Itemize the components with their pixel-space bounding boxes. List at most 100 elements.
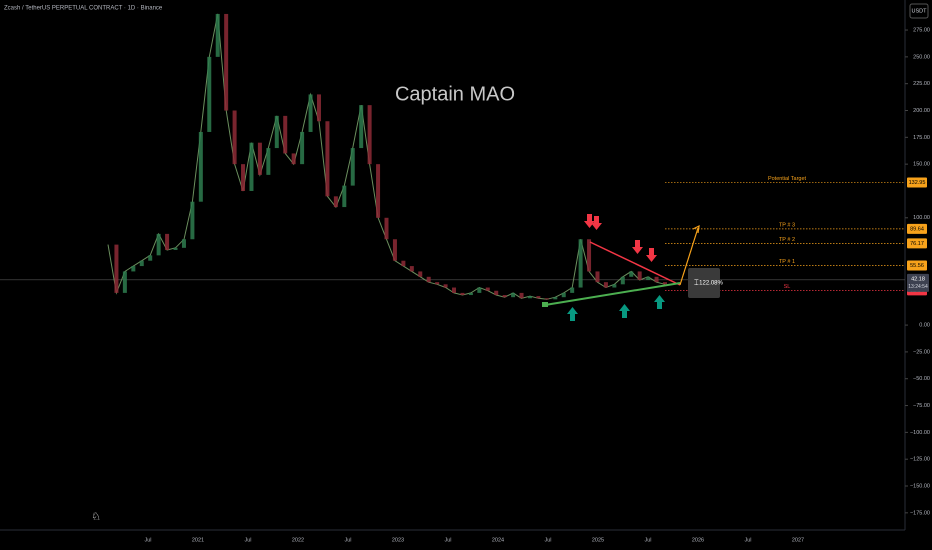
last-price-tag	[907, 273, 929, 292]
logo: ♘	[91, 511, 101, 523]
candle	[232, 110, 237, 165]
x-tick-label: 2024	[492, 537, 504, 543]
candle	[224, 13, 229, 111]
candle	[477, 287, 482, 293]
x-tick-label: 2021	[192, 537, 204, 543]
candle	[511, 292, 516, 298]
candle	[527, 296, 532, 299]
candle	[350, 148, 355, 186]
currency-box[interactable]	[909, 3, 929, 19]
x-tick-label: Jul	[244, 537, 251, 543]
candle	[426, 276, 431, 283]
x-tick-label: Jul	[544, 537, 551, 543]
up-arrow	[567, 307, 578, 321]
price-tag-label: 89.64	[910, 226, 924, 232]
plot: 275.00 250.00 225.00 200.00 175.00 150.00 100.…	[0, 13, 930, 543]
price-tag	[907, 177, 927, 188]
candle	[122, 271, 127, 293]
candle	[578, 239, 583, 288]
candle	[637, 271, 642, 281]
projection-line	[679, 227, 699, 286]
candle	[561, 292, 566, 298]
candle	[629, 271, 634, 277]
candle	[198, 131, 203, 202]
y-tick-label: −125.00	[910, 457, 930, 463]
down-arrow	[646, 248, 657, 262]
y-tick-label: −25.00	[913, 349, 930, 355]
y-tick-label: −50.00	[913, 376, 930, 382]
down-arrow	[591, 216, 602, 230]
candle	[443, 284, 448, 288]
candle	[654, 276, 659, 283]
x-tick-label: 2022	[292, 537, 304, 543]
candle	[148, 255, 153, 261]
x-tick-label: Jul	[344, 537, 351, 543]
y-tick-label: −75.00	[913, 403, 930, 409]
measure-box	[688, 268, 720, 298]
candle	[207, 56, 212, 132]
y-tick-label: 100.00	[913, 215, 930, 221]
last-price-label: 42.18	[911, 276, 925, 282]
up-arrow	[654, 295, 665, 309]
candle	[266, 148, 271, 175]
candle	[359, 105, 364, 149]
level-label: TP # 2	[779, 237, 795, 243]
price-tag-label: 132.95	[909, 180, 926, 186]
candle	[165, 233, 170, 250]
measure-label: 122.08%	[699, 281, 723, 287]
countdown: 13:24:54	[908, 284, 928, 290]
candle	[595, 271, 600, 283]
candle	[283, 115, 288, 154]
candle	[308, 94, 313, 132]
x-tick-label: 2025	[592, 537, 604, 543]
candle	[536, 296, 541, 299]
candle	[173, 247, 178, 250]
resistance-line	[589, 241, 681, 286]
y-tick-label: 250.00	[913, 54, 930, 60]
support-anchor	[542, 302, 548, 307]
x-tick-label: Jul	[144, 537, 151, 543]
candle	[156, 233, 161, 256]
candle	[468, 292, 473, 296]
currency[interactable]: USDT	[912, 8, 928, 14]
up-arrow	[619, 304, 630, 318]
candle	[291, 153, 296, 165]
y-tick-label: −100.00	[910, 430, 930, 436]
candle	[603, 282, 608, 288]
y-tick-label: 200.00	[913, 108, 930, 114]
candle	[620, 276, 625, 285]
candle	[401, 260, 406, 267]
support-line	[544, 282, 681, 306]
candle	[502, 295, 507, 298]
down-arrows	[584, 214, 657, 262]
candle	[570, 287, 575, 293]
candle	[519, 292, 524, 299]
candle	[418, 271, 423, 277]
candle	[241, 164, 246, 191]
candle	[316, 94, 321, 122]
y-tick-label: −175.00	[910, 510, 930, 516]
level-label: SL	[784, 284, 791, 290]
level-label: TP # 1	[779, 259, 795, 265]
watermark: Captain MAO	[395, 83, 515, 105]
candle	[257, 142, 262, 175]
x-tick-label: Jul	[644, 537, 651, 543]
price-tag-label: 55.56	[910, 263, 924, 269]
candle	[342, 185, 347, 208]
price-tag	[907, 260, 927, 271]
candle	[367, 105, 372, 165]
y-tick-label: 275.00	[913, 27, 930, 33]
candle	[131, 266, 136, 272]
candle	[114, 244, 119, 293]
candle	[325, 121, 330, 197]
y-tick-label: 175.00	[913, 135, 930, 141]
price-tag	[907, 223, 927, 234]
price-tag	[907, 238, 927, 249]
candle	[460, 292, 465, 296]
x-tick-label: 2027	[792, 537, 804, 543]
candle	[553, 297, 558, 300]
x-tick-label: 2026	[692, 537, 704, 543]
